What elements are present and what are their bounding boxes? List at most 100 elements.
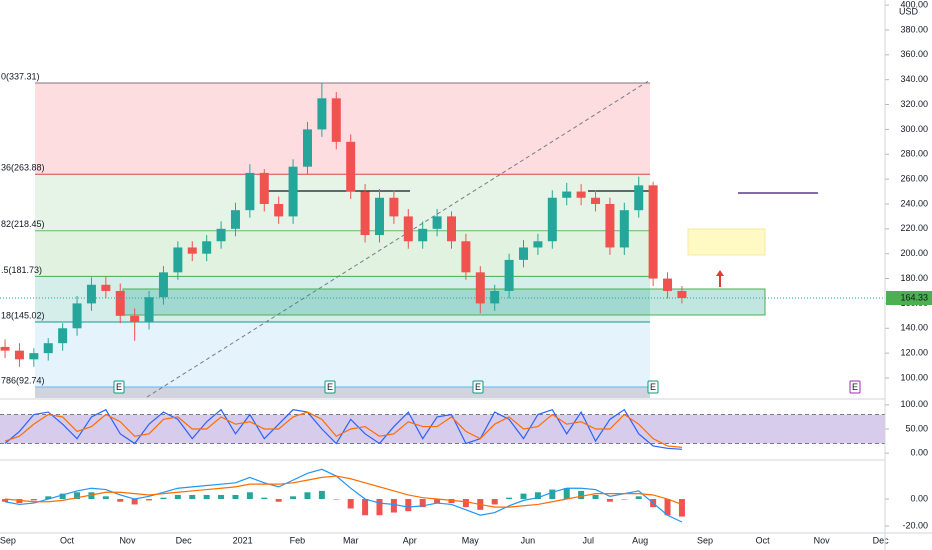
histogram-bar <box>405 499 412 512</box>
histogram-bar <box>290 496 297 500</box>
earnings-label: E <box>327 382 333 392</box>
y-tick-label: 100.00 <box>900 372 928 382</box>
histogram-bar <box>2 499 9 502</box>
histogram-bar <box>419 499 426 508</box>
histogram-bar <box>45 496 52 500</box>
x-tick-label: Jun <box>521 535 536 545</box>
candle-body <box>360 191 370 236</box>
x-tick-label: Nov <box>814 535 831 545</box>
arrow-head <box>716 270 724 276</box>
drawings <box>122 79 818 398</box>
histogram-bar <box>203 494 210 500</box>
y-tick-label: 0.00 <box>910 448 928 458</box>
candle-body <box>374 197 384 236</box>
candle-body <box>677 290 687 299</box>
price-badge <box>886 291 932 306</box>
fib-label: 18(145.02) <box>1 310 45 320</box>
candle-body <box>447 216 457 242</box>
x-tick-label: Nov <box>119 535 136 545</box>
y-tick-label: 360.00 <box>900 49 928 59</box>
histogram-bar <box>30 499 37 501</box>
earnings-badge <box>849 380 861 394</box>
histogram-bar <box>534 492 541 500</box>
candle-body <box>475 272 485 304</box>
histogram-bar <box>102 496 109 500</box>
candle-body <box>14 350 24 360</box>
candle-body <box>43 343 53 354</box>
histogram-bar <box>462 499 469 508</box>
price-label: 164.33 <box>900 292 928 302</box>
histogram-bar <box>16 499 23 504</box>
histogram-bar <box>520 493 527 500</box>
earnings-badge <box>472 380 484 394</box>
candle-body <box>519 247 529 260</box>
histogram-bar <box>304 492 311 500</box>
candle-body <box>274 203 284 217</box>
histogram-bar <box>606 499 613 502</box>
earnings-badge <box>113 380 125 394</box>
candle-body <box>202 241 212 254</box>
histogram-bar <box>275 499 282 502</box>
y-tick-label: 340.00 <box>900 74 928 84</box>
histogram-bar <box>434 499 441 504</box>
trend-line <box>146 79 651 398</box>
y-tick-label: -20.00 <box>902 520 928 530</box>
earnings-label: E <box>852 382 858 392</box>
candle-body <box>403 216 413 242</box>
candle-body <box>331 98 341 142</box>
candle-body <box>432 216 442 229</box>
x-tick-label: Apr <box>403 535 417 545</box>
candle-body <box>663 278 673 291</box>
candle-body <box>0 346 10 351</box>
macd-line <box>4 468 683 523</box>
candle-body <box>591 197 601 204</box>
fib-label: 0(337.31) <box>1 71 40 81</box>
y-tick-label: 200.00 <box>900 248 928 258</box>
candle-body <box>29 353 39 360</box>
fib-label: 82(218.45) <box>1 219 45 229</box>
histogram-bar <box>74 492 81 500</box>
histogram-bar <box>491 499 498 505</box>
stoch-line <box>4 408 682 450</box>
candle-body <box>461 241 471 273</box>
unit-label: USD <box>899 6 919 16</box>
candle-body <box>490 290 500 304</box>
macd-line <box>4 475 683 508</box>
candle-body <box>230 210 240 229</box>
histogram-bar <box>563 488 570 500</box>
histogram-bar <box>549 489 556 500</box>
histogram-bar <box>592 494 599 500</box>
histogram-bar <box>146 499 153 501</box>
candle-body <box>158 272 168 298</box>
x-tick-label: Dec <box>873 535 890 545</box>
y-tick-label: 240.00 <box>900 198 928 208</box>
histogram-bar <box>347 499 354 509</box>
fib-zone <box>35 174 650 231</box>
x-tick-label: Sep <box>697 535 713 545</box>
histogram-bar <box>261 497 268 500</box>
histogram-bar <box>390 499 397 513</box>
histogram-bar <box>218 494 225 500</box>
candle-body <box>72 303 82 329</box>
x-tick-label: Dec <box>176 535 193 545</box>
candle-body <box>130 315 140 323</box>
earnings-label: E <box>475 382 481 392</box>
histogram-bar <box>333 499 340 500</box>
zone-box <box>122 288 766 316</box>
candle-body <box>346 141 356 192</box>
y-tick-label: 100.00 <box>900 399 928 409</box>
y-tick-label: 120.00 <box>900 348 928 358</box>
candle-body <box>58 328 68 344</box>
candle-body <box>648 185 658 279</box>
candle-body <box>418 228 428 242</box>
fib-label: 36(263.88) <box>1 163 45 173</box>
histogram-bar <box>621 499 628 500</box>
x-tick-label: May <box>462 535 480 545</box>
candle-body <box>389 197 399 217</box>
fib-zone <box>35 322 650 388</box>
y-tick-label: 320.00 <box>900 99 928 109</box>
candle-body <box>302 129 312 167</box>
histogram-bar <box>232 494 239 500</box>
